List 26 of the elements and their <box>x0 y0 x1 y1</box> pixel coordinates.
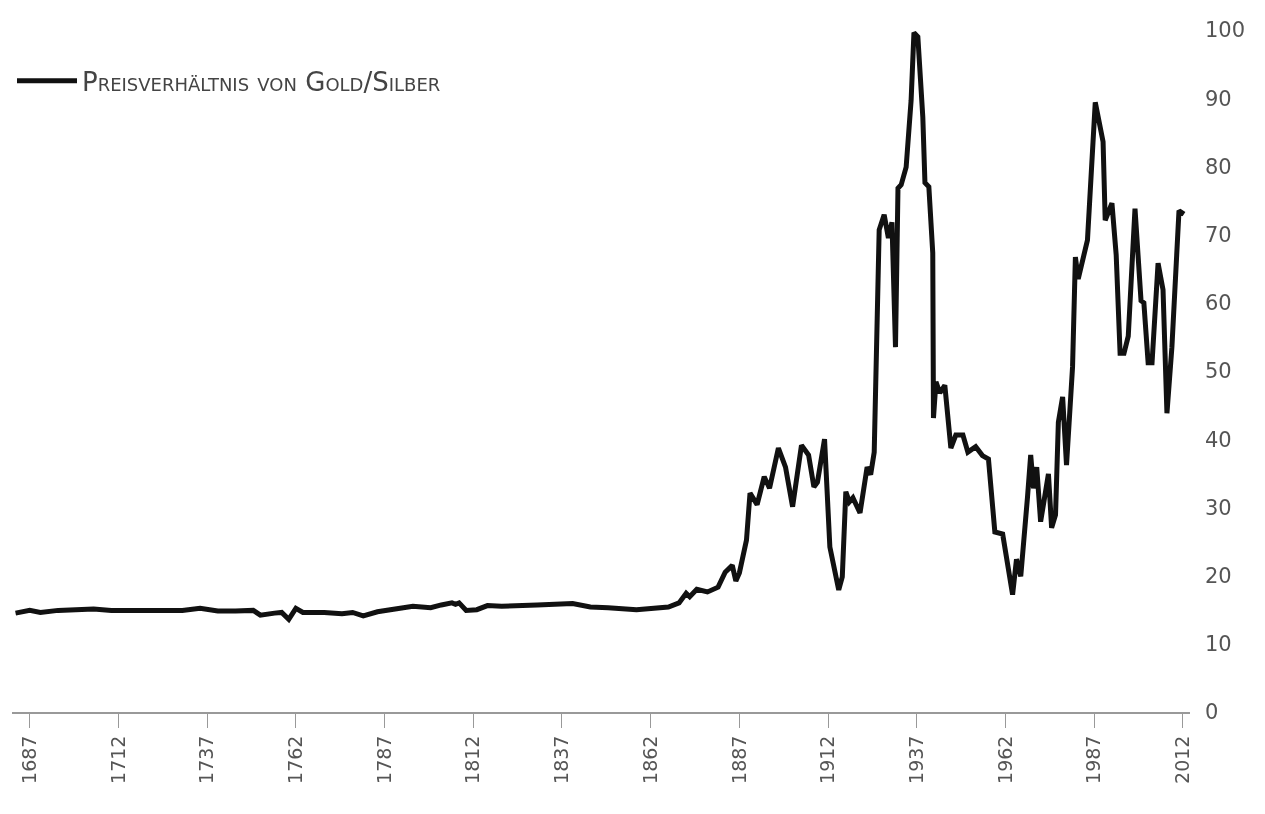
y-tick-label: 80 <box>1205 154 1232 179</box>
y-tick-label: 90 <box>1205 86 1232 111</box>
x-tick-label: 1987 <box>1082 735 1105 784</box>
y-tick-label: 100 <box>1205 18 1246 43</box>
x-tick-label: 1862 <box>638 735 661 784</box>
x-tick-label: 1687 <box>17 735 40 784</box>
y-tick-label: 60 <box>1205 291 1232 316</box>
x-tick-label: 1737 <box>195 735 218 784</box>
y-tick-label: 50 <box>1205 359 1232 384</box>
x-tick-label: 1712 <box>106 735 129 784</box>
x-tick-label: 1812 <box>461 735 484 784</box>
x-tick-label: 1912 <box>816 735 839 784</box>
y-tick-label: 10 <box>1205 632 1232 657</box>
x-tick-label: 1937 <box>904 735 927 784</box>
x-tick-label: 1887 <box>727 735 750 784</box>
x-tick-label: 1837 <box>550 735 573 784</box>
y-tick-label: 0 <box>1205 700 1219 725</box>
y-tick-label: 20 <box>1205 563 1232 588</box>
legend-label: Preisverhältnis von Gold/Silber <box>82 66 441 97</box>
x-tick-label: 1762 <box>284 735 307 784</box>
x-tick-label: 1787 <box>372 735 395 784</box>
y-tick-label: 30 <box>1205 495 1232 520</box>
y-tick-label: 40 <box>1205 427 1232 452</box>
x-tick-label: 1962 <box>993 735 1016 784</box>
x-tick-label: 2012 <box>1171 735 1194 784</box>
y-tick-label: 70 <box>1205 222 1232 247</box>
